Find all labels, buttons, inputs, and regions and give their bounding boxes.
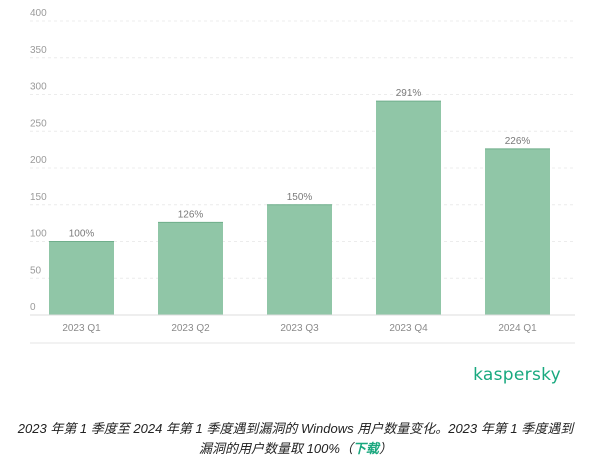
y-tick-label: 0: [30, 302, 36, 313]
y-tick-label: 400: [30, 8, 47, 19]
x-tick-label: 2023 Q3: [280, 323, 319, 334]
bar-chart: 0 50 100 150 200 250 300 350 400 100% 126% 150% 291…: [30, 8, 575, 344]
bar: [158, 222, 223, 315]
caption-line-2-text: 漏洞的用户数量取 100%（: [199, 441, 353, 456]
x-tick-label: 2024 Q1: [498, 323, 537, 334]
bars: [49, 100, 550, 316]
y-tick-label: 100: [30, 229, 47, 240]
y-axis: 0 50 100 150 200 250 300 350 400: [30, 8, 47, 313]
figure-caption: 2023 年第 1 季度至 2024 年第 1 季度遇到漏洞的 Windows …: [0, 419, 591, 459]
x-tick-label: 2023 Q2: [171, 323, 210, 334]
bar: [267, 204, 332, 315]
bar: [485, 148, 550, 315]
y-tick-label: 150: [30, 192, 47, 203]
x-tick-label: 2023 Q1: [62, 323, 101, 334]
caption-line-1: 2023 年第 1 季度至 2024 年第 1 季度遇到漏洞的 Windows …: [17, 421, 574, 436]
kaspersky-logo: kaspersky: [473, 365, 561, 385]
y-tick-label: 50: [30, 265, 42, 276]
y-tick-label: 350: [30, 45, 47, 56]
y-tick-label: 250: [30, 118, 47, 129]
data-label: 150%: [287, 192, 313, 203]
y-tick-label: 300: [30, 82, 47, 93]
caption-line-2-end: ）: [378, 441, 392, 456]
data-label: 126%: [178, 209, 204, 220]
data-label: 291%: [396, 88, 422, 99]
caption-line-2: 漏洞的用户数量取 100%（下载）: [0, 439, 591, 459]
download-link[interactable]: 下载: [352, 441, 379, 456]
data-label: 100%: [69, 229, 95, 240]
x-tick-label: 2023 Q4: [389, 323, 428, 334]
bar: [376, 101, 441, 316]
y-tick-label: 200: [30, 155, 47, 166]
data-label: 226%: [505, 136, 531, 147]
x-axis: 2023 Q1 2023 Q2 2023 Q3 2023 Q4 2024 Q1: [30, 314, 575, 344]
bar: [49, 241, 114, 315]
data-labels: 100% 126% 150% 291% 226%: [69, 88, 531, 239]
